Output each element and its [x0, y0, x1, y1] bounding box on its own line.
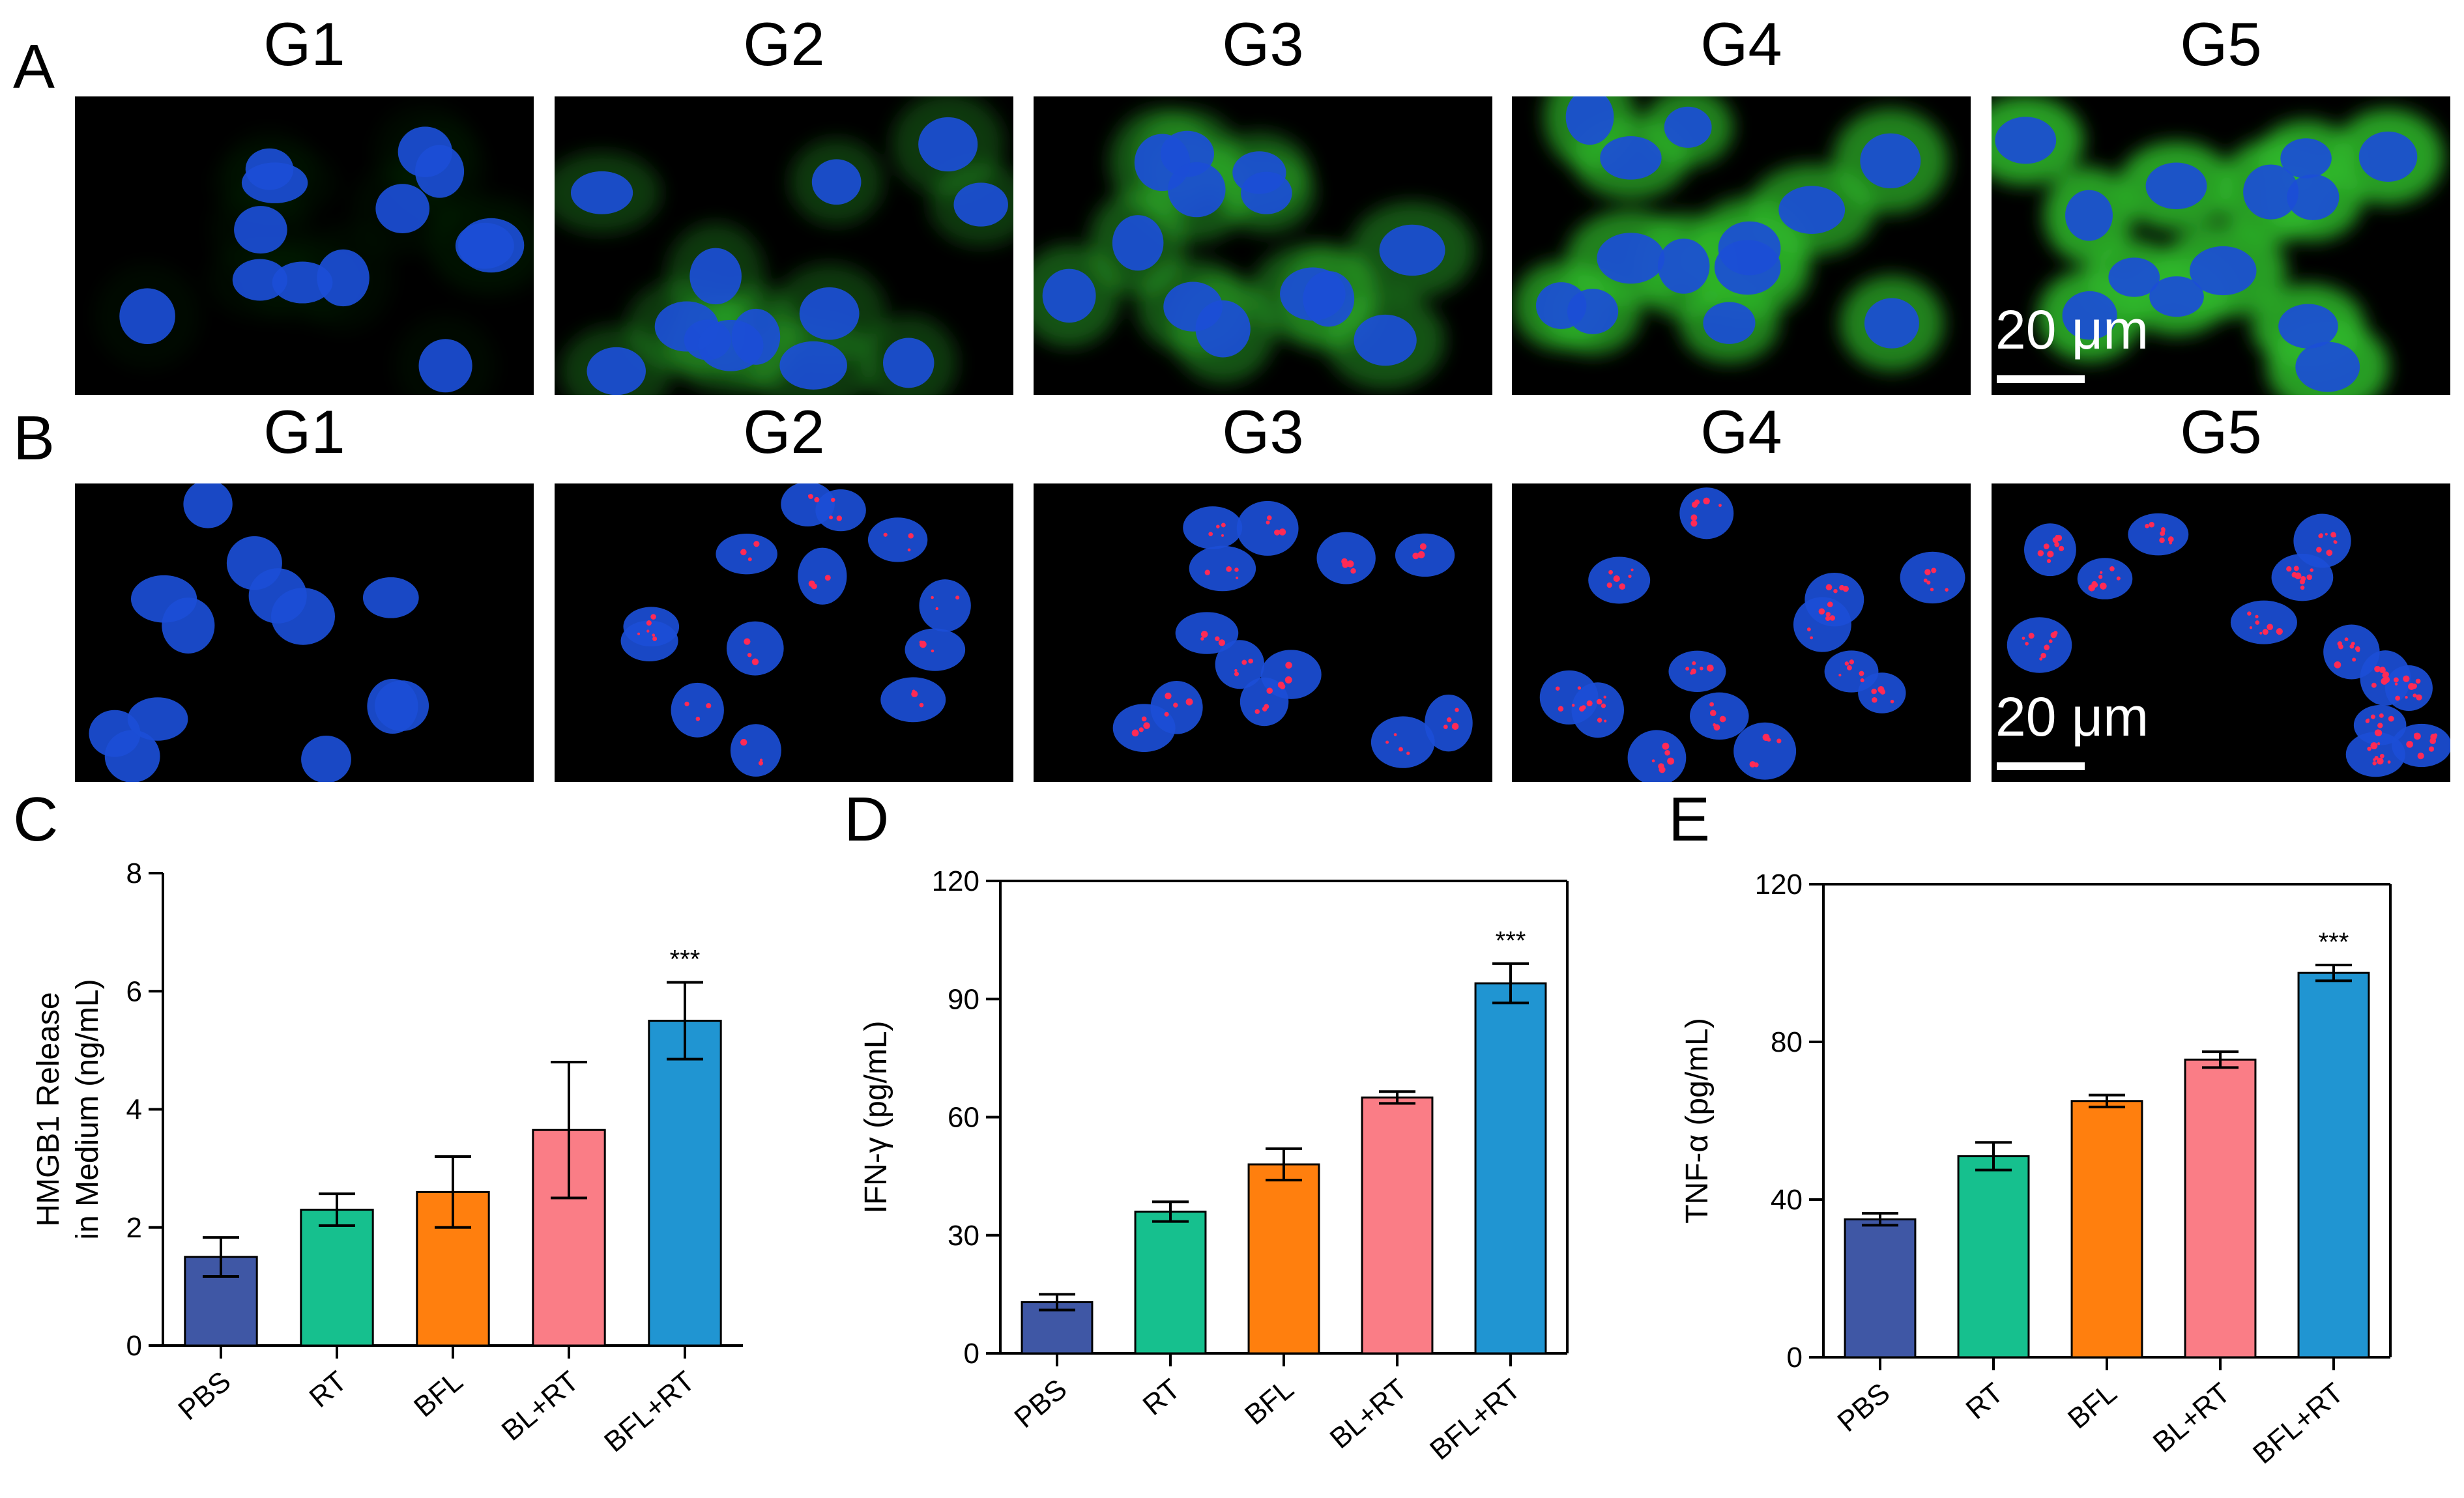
group-label: G3 [1222, 10, 1304, 78]
scale-bar-label: 20 μm [1995, 299, 2149, 360]
micrograph-green-g4 [1512, 96, 1971, 395]
micrograph-green-g3 [1034, 96, 1492, 395]
y-tick-label: 2 [126, 1212, 142, 1244]
bar-bfl-rt [648, 1020, 722, 1347]
bar-bl-rt [2184, 1058, 2257, 1359]
y-tick-label: 80 [1771, 1026, 1803, 1058]
panel-letter-c: C [13, 785, 58, 854]
group-label: G5 [2180, 397, 2262, 466]
bar-bfl [1247, 1163, 1320, 1355]
x-tick-label: RT [1137, 1373, 1187, 1422]
x-tick-label: BFL+RT [2247, 1377, 2349, 1470]
x-tick-label: PBS [172, 1365, 237, 1426]
micrograph-red-g4 [1512, 483, 1971, 782]
x-tick-label: RT [304, 1365, 353, 1414]
micrograph-green-g5 [1992, 96, 2450, 395]
group-label: G5 [2180, 10, 2262, 78]
scale-bar-label: 20 μm [1995, 686, 2149, 747]
bar-bfl-rt [1474, 982, 1547, 1355]
x-tick-label: BL+RT [496, 1365, 585, 1447]
y-axis-label: IFN-γ (pg/mL) [859, 1020, 893, 1213]
bar-bfl-rt [2297, 972, 2370, 1359]
significance-marker: *** [2319, 928, 2349, 957]
significance-marker: *** [670, 945, 701, 974]
panel-letter-e: E [1668, 785, 1710, 854]
x-tick-label: BFL [408, 1365, 469, 1423]
y-tick-label: 90 [948, 983, 979, 1015]
group-label: G2 [743, 10, 825, 78]
y-tick-label: 60 [948, 1102, 979, 1134]
x-tick-label: BL+RT [1324, 1373, 1413, 1455]
y-axis-label: in Medium (ng/mL) [70, 979, 105, 1239]
x-tick-label: PBS [1008, 1373, 1073, 1434]
scale-bar [1997, 762, 2085, 770]
significance-marker: *** [1496, 927, 1526, 955]
group-label: G1 [263, 397, 345, 466]
y-tick-label: 6 [126, 975, 142, 1007]
x-tick-label: PBS [1831, 1377, 1896, 1438]
bar-bl-rt [532, 1129, 606, 1347]
scale-bar [1997, 375, 2085, 383]
x-tick-label: BL+RT [2147, 1377, 2237, 1459]
y-tick-label: 30 [948, 1220, 979, 1252]
group-label: G2 [743, 397, 825, 466]
micrograph-red-g1 [75, 483, 534, 782]
y-tick-label: 120 [1755, 869, 1803, 900]
group-label: G4 [1700, 397, 1782, 466]
bar-rt [300, 1209, 374, 1347]
micrograph-green-g2 [555, 96, 1013, 395]
micrograph-red-g2 [555, 483, 1013, 782]
y-tick-label: 0 [126, 1330, 142, 1362]
bar-bfl [2070, 1100, 2143, 1359]
bar-rt [1957, 1155, 2030, 1359]
micrograph-green-g1 [75, 96, 534, 395]
micrograph-red-g5 [1992, 483, 2450, 782]
y-tick-label: 120 [932, 865, 979, 897]
panel-letter-a: A [13, 32, 55, 102]
micrograph-red-g3 [1034, 483, 1492, 782]
bar-pbs [1844, 1218, 1917, 1359]
x-tick-label: BFL [1239, 1373, 1299, 1431]
x-tick-label: BFL+RT [598, 1365, 701, 1458]
y-axis-label: HMGB1 Release [31, 992, 66, 1226]
panel-letter-d: D [844, 785, 889, 854]
group-label: G1 [263, 10, 345, 78]
x-tick-label: RT [1960, 1377, 2010, 1426]
bar-rt [1134, 1211, 1207, 1355]
bar-bl-rt [1361, 1096, 1434, 1355]
group-label: G3 [1222, 397, 1304, 466]
panel-letter-b: B [13, 403, 55, 473]
y-axis-label: TNF-α (pg/mL) [1680, 1018, 1715, 1224]
y-tick-label: 0 [964, 1338, 979, 1370]
y-tick-label: 8 [126, 857, 142, 889]
x-tick-label: BFL [2062, 1377, 2123, 1435]
y-tick-label: 0 [1787, 1342, 1803, 1374]
y-tick-label: 4 [126, 1094, 142, 1126]
group-label: G4 [1700, 10, 1782, 78]
x-tick-label: BFL+RT [1424, 1373, 1526, 1466]
y-tick-label: 40 [1771, 1184, 1803, 1216]
